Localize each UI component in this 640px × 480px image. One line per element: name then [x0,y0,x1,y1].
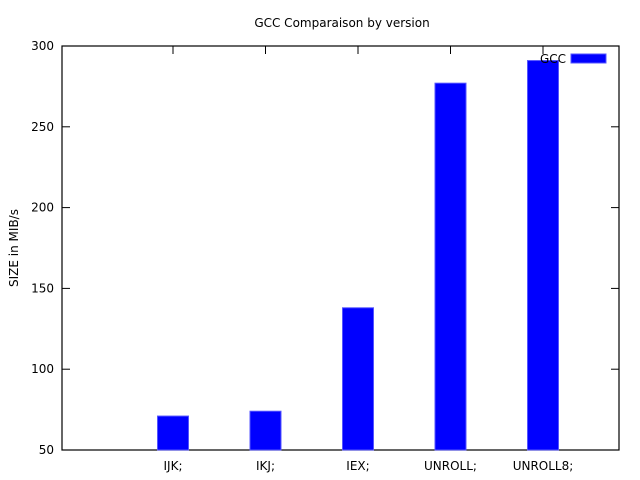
x-tick-label-0: IJK; [164,459,183,473]
x-tick-label-3: UNROLL; [424,459,477,473]
y-tick-label-150: 150 [31,281,54,295]
y-tick-label-250: 250 [31,120,54,134]
legend: GCC [540,52,607,66]
chart-title: GCC Comparaison by version [254,16,429,30]
y-tick-label-200: 200 [31,201,54,215]
y-axis-ticks: 50 100 150 200 250 300 [31,39,619,457]
bar-0 [157,415,189,451]
y-tick-label-50: 50 [39,443,54,457]
y-axis-label: SIZE in MIB/s [7,209,21,287]
y-tick-label-100: 100 [31,362,54,376]
plot-frame [61,45,620,451]
legend-swatch [570,53,607,64]
bar-3 [434,82,467,451]
bar-2 [342,307,374,451]
x-tick-label-4: UNROLL8; [513,459,574,473]
x-axis-ticks: IJK; IKJ; IEX; UNROLL; UNROLL8; [164,46,574,473]
bar-4 [527,60,559,451]
x-tick-label-1: IKJ; [256,459,275,473]
legend-label: GCC [540,52,566,66]
y-tick-label-300: 300 [31,39,54,53]
bar-1 [249,410,282,451]
bar-series-gcc [157,60,559,451]
x-tick-label-2: IEX; [346,459,369,473]
